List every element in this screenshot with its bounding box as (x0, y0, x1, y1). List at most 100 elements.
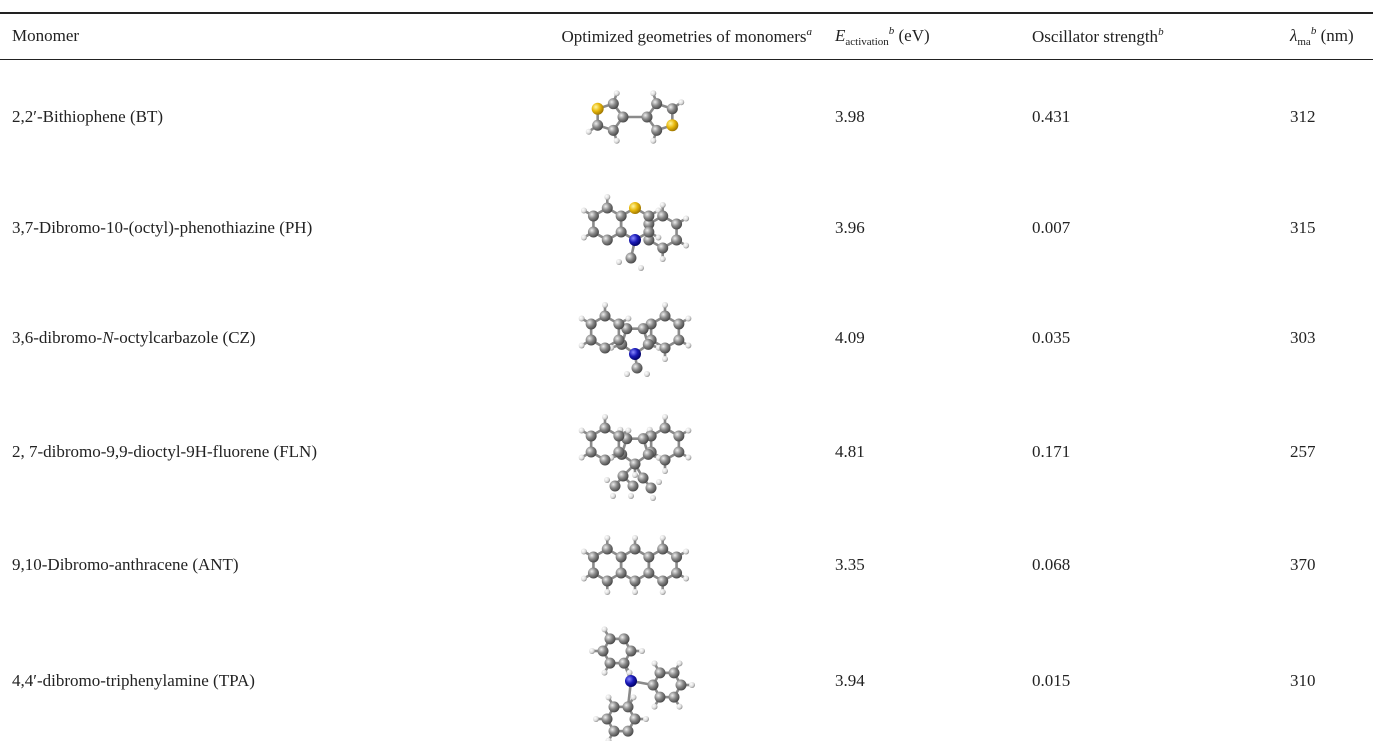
header-text: Optimized geometries of monomers (561, 27, 806, 46)
monomer-name: 4,4′-dibromo-triphenylamine (TPA) (12, 671, 255, 690)
atom (588, 551, 599, 562)
atom (581, 548, 587, 554)
energy-cell: 3.96 (820, 175, 1018, 281)
atom (666, 119, 678, 131)
atom (643, 567, 654, 578)
atom (630, 575, 641, 586)
atom (657, 211, 668, 222)
atom (673, 446, 684, 457)
atom (643, 227, 654, 238)
atom (662, 302, 668, 308)
header-subscript: activation (845, 36, 888, 48)
atom (600, 422, 611, 433)
atom (610, 493, 616, 499)
monomer-name: 2, 7-dibromo-9,9-dioctyl-9H-fluorene (FL… (12, 442, 317, 461)
atom (581, 235, 587, 241)
atom (662, 414, 668, 420)
header-cell: Eactivationb (eV) (820, 13, 1018, 59)
atom (683, 548, 689, 554)
atom (613, 430, 624, 441)
atom (630, 458, 641, 469)
atom (677, 704, 683, 710)
monomer-name: 9,10-Dibromo-anthracene (ANT) (12, 555, 239, 574)
header-text: Oscillator strength (1032, 27, 1158, 46)
atom (579, 316, 585, 322)
geometry-cell (450, 281, 820, 395)
header-cell: Oscillator strengthb (1018, 13, 1278, 59)
atom (613, 319, 624, 330)
monomer-cell: 9,10-Dibromo-anthracene (ANT) (0, 508, 450, 621)
geometry-cell (450, 395, 820, 508)
atom (660, 589, 666, 595)
atom (602, 714, 613, 725)
atom (605, 658, 616, 669)
monomer-cell: 2, 7-dibromo-9,9-dioctyl-9H-fluorene (FL… (0, 395, 450, 508)
atom (655, 667, 666, 678)
atom (638, 433, 649, 444)
atom (685, 316, 691, 322)
atom (616, 259, 622, 265)
atom (642, 112, 653, 123)
geometry-cell (450, 621, 820, 741)
energy-value: 3.94 (835, 671, 865, 690)
atom (586, 446, 597, 457)
table-row: 3,7-Dibromo-10-(octyl)-phenothiazine (PH… (0, 175, 1373, 281)
header-text: Monomer (12, 26, 79, 45)
atom (586, 319, 597, 330)
atom (581, 208, 587, 214)
lambda-value: 257 (1290, 442, 1316, 461)
atom (604, 477, 610, 483)
page-body: Monomer Optimized geometries of monomers… (0, 0, 1373, 739)
atom (629, 348, 641, 360)
atom (630, 543, 641, 554)
molecule-structure (555, 178, 715, 278)
geometry-cell (450, 508, 820, 621)
atom (627, 670, 633, 676)
molecule-structure (555, 621, 715, 741)
lambda-cell: 257 (1278, 395, 1373, 508)
atom (651, 125, 662, 136)
table-row: 2,2′-Bithiophene (BT)3.980.431312 (0, 59, 1373, 175)
atom (600, 454, 611, 465)
atom (628, 480, 639, 491)
oscillator-value: 0.171 (1032, 442, 1070, 461)
monomer-name: 2,2′-Bithiophene (BT) (12, 107, 163, 126)
atom (673, 430, 684, 441)
lambda-value: 312 (1290, 107, 1316, 126)
footnote-mark: a (807, 26, 813, 38)
atom (660, 311, 671, 322)
table-row: 3,6-dibromo-N-octylcarbazole (CZ)4.090.0… (0, 281, 1373, 395)
header-subscript: ma (1297, 36, 1310, 48)
energy-cell: 4.81 (820, 395, 1018, 508)
monomer-cell: 4,4′-dibromo-triphenylamine (TPA) (0, 621, 450, 741)
atom (619, 633, 630, 644)
atom (588, 227, 599, 238)
atom (671, 219, 682, 230)
atom (678, 100, 684, 106)
atom (600, 343, 611, 354)
energy-value: 3.35 (835, 555, 865, 574)
atom (650, 495, 656, 501)
atom (683, 243, 689, 249)
energy-value: 3.96 (835, 218, 865, 237)
atom (657, 575, 668, 586)
atom (662, 468, 668, 474)
atom (632, 472, 638, 478)
atom (618, 470, 629, 481)
atom (648, 680, 659, 691)
atom (673, 319, 684, 330)
atom (602, 203, 613, 214)
molecule-structure (555, 402, 715, 502)
energy-value: 3.98 (835, 107, 865, 126)
atom (683, 575, 689, 581)
atom (660, 202, 666, 208)
atom (616, 567, 627, 578)
atom (629, 202, 641, 214)
atom (646, 482, 657, 493)
atom (616, 211, 627, 222)
atom (673, 335, 684, 346)
lambda-cell: 370 (1278, 508, 1373, 621)
atom (629, 234, 641, 246)
footnote-mark: b (889, 25, 895, 37)
atom (632, 363, 643, 374)
